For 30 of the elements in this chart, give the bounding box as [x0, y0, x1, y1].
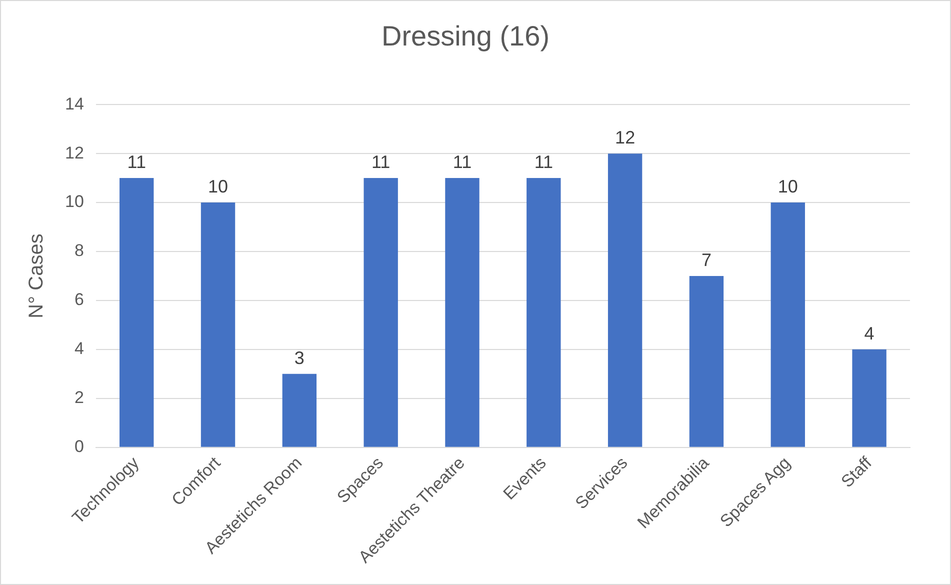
- chart-title: Dressing (16): [381, 20, 550, 52]
- y-tick-label: 8: [74, 241, 84, 260]
- y-tick-label: 10: [64, 192, 84, 212]
- data-label: 12: [615, 128, 636, 148]
- y-tick-label: 12: [64, 143, 84, 162]
- data-label: 11: [371, 152, 390, 172]
- data-label: 10: [778, 176, 798, 196]
- bar: [282, 374, 317, 447]
- y-axis-title: N° Cases: [26, 234, 48, 318]
- bar: [770, 202, 805, 447]
- y-tick-label: 0: [74, 437, 84, 456]
- data-label: 7: [701, 250, 712, 270]
- bar: [689, 276, 724, 447]
- data-label: 11: [534, 152, 554, 172]
- data-label: 11: [452, 152, 472, 172]
- bar: [364, 178, 398, 447]
- y-tick-label: 6: [74, 290, 84, 310]
- data-label: 4: [864, 323, 874, 344]
- bar: [120, 178, 154, 447]
- data-label: 3: [294, 348, 304, 368]
- y-tick-label: 2: [74, 388, 84, 408]
- data-label: 10: [208, 176, 228, 196]
- y-tick-label: 4: [74, 339, 84, 358]
- bar: [608, 154, 642, 447]
- bar: [445, 178, 480, 447]
- y-tick-label: 14: [64, 94, 84, 114]
- data-label: 11: [127, 152, 146, 172]
- bar: [200, 202, 236, 447]
- bar: [526, 178, 561, 447]
- bar: [852, 349, 886, 447]
